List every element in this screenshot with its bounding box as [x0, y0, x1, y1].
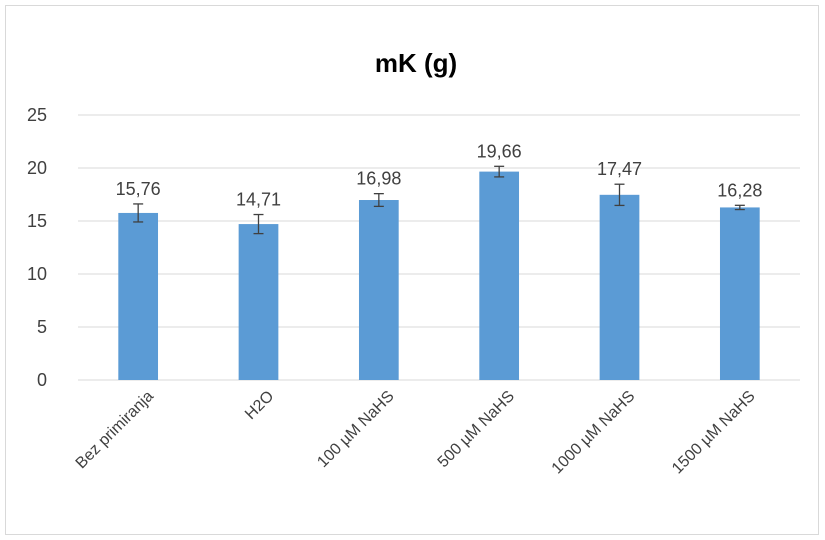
error-bars — [133, 165, 745, 235]
error-bar — [373, 193, 384, 208]
error-bar — [253, 213, 264, 235]
y-axis-ticks: 0 5 10 15 20 25 — [27, 105, 47, 390]
x-tick-label: 1000 µM NaHS — [549, 388, 639, 478]
x-tick-label: 100 µM NaHS — [314, 388, 397, 471]
data-label: 15,76 — [116, 179, 161, 199]
error-bar — [494, 165, 505, 178]
data-label: 19,66 — [477, 141, 522, 161]
bar — [238, 224, 279, 380]
error-bar — [734, 204, 745, 211]
error-bar — [614, 183, 625, 207]
data-label: 17,47 — [597, 159, 642, 179]
error-bar — [133, 203, 144, 223]
bar — [118, 212, 159, 380]
x-tick-label: H2O — [242, 388, 277, 423]
bar — [358, 200, 399, 380]
gridlines — [78, 114, 800, 381]
x-tick-label: 1500 µM NaHS — [669, 388, 759, 478]
y-tick-label: 5 — [37, 317, 47, 337]
x-tick-label: 500 µM NaHS — [435, 388, 518, 471]
bar — [599, 194, 640, 380]
data-labels: 15,76 14,71 16,98 19,66 17,47 16,28 — [116, 141, 763, 209]
data-label: 16,98 — [356, 169, 401, 189]
data-label: 16,28 — [717, 180, 762, 200]
x-tick-label: Bez primiranja — [73, 388, 157, 472]
y-tick-label: 25 — [27, 105, 47, 125]
bar — [479, 171, 520, 380]
y-tick-label: 20 — [27, 158, 47, 178]
y-tick-label: 15 — [27, 211, 47, 231]
y-tick-label: 0 — [37, 370, 47, 390]
chart-title: mK (g) — [375, 48, 457, 78]
bar — [719, 207, 760, 380]
data-label: 14,71 — [236, 190, 281, 210]
x-axis-labels: Bez primiranja H2O 100 µM NaHS 500 µM NaHS 1… — [73, 388, 759, 478]
bars — [118, 171, 760, 380]
y-tick-label: 10 — [27, 264, 47, 284]
